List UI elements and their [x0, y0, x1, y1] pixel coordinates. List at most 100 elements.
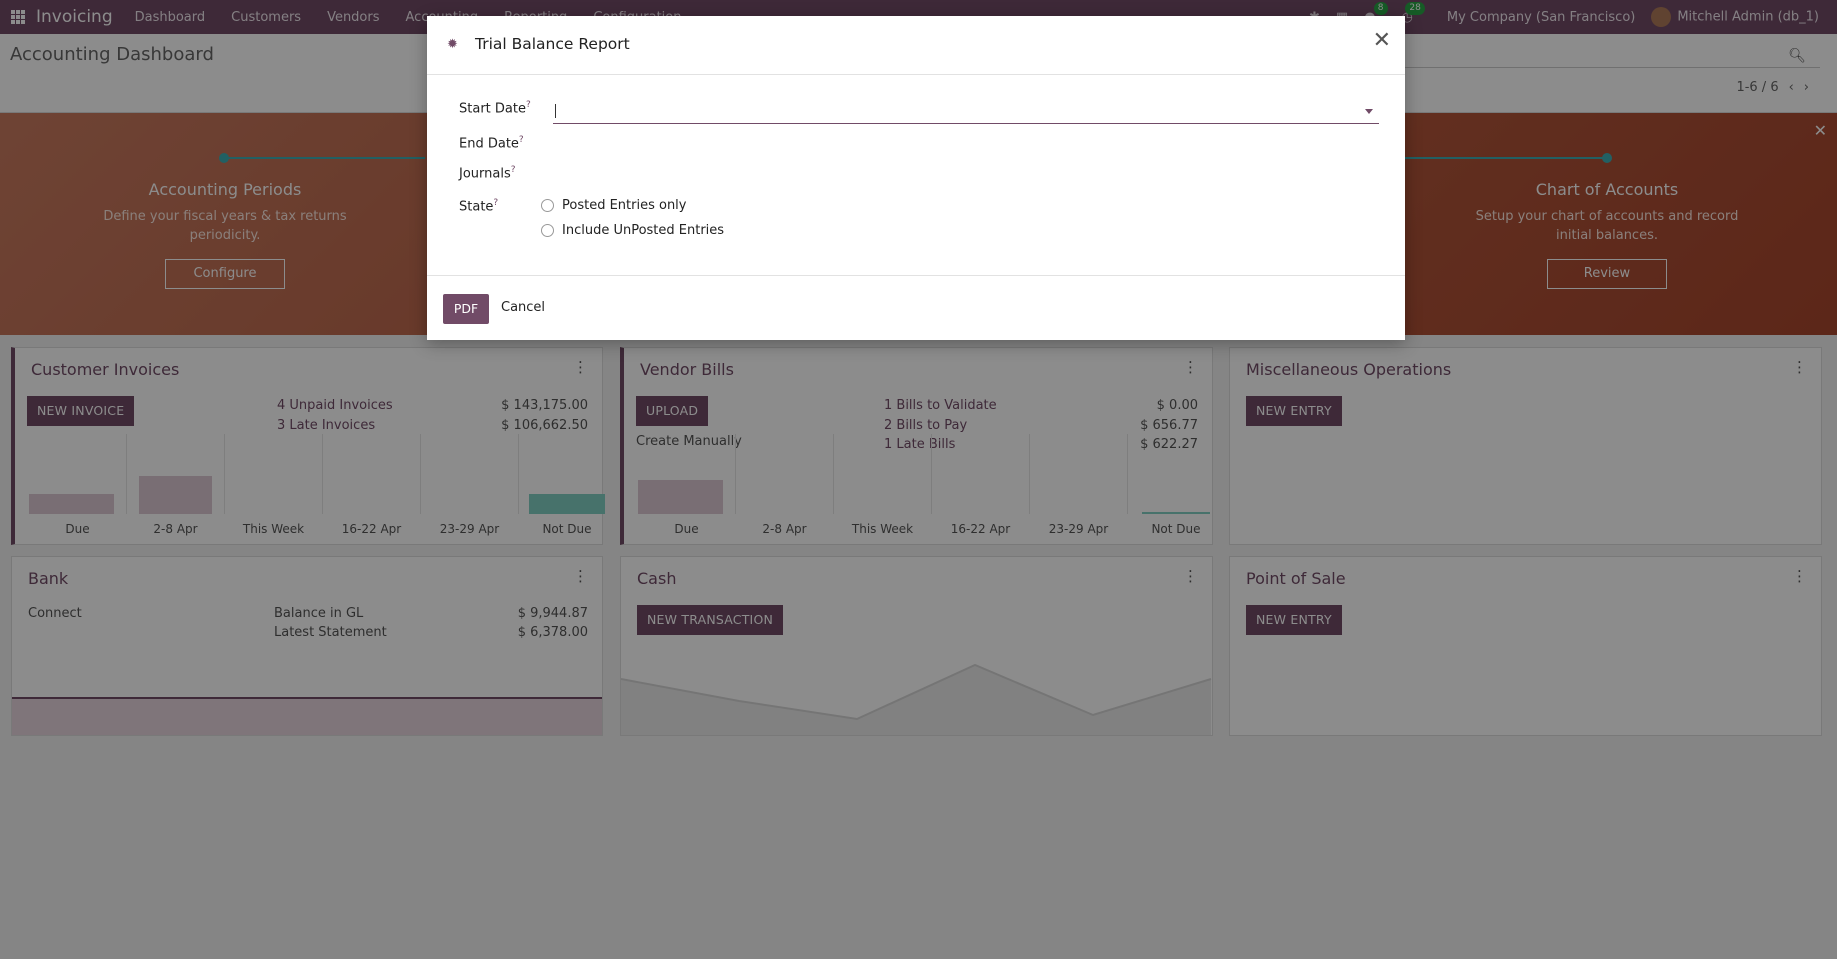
new-entry-button[interactable]: NEW ENTRY	[1246, 605, 1342, 635]
upload-button[interactable]: UPLOAD	[636, 396, 709, 426]
banner-progress-line	[225, 157, 425, 159]
bar-label: This Week	[242, 522, 305, 536]
journals-input[interactable]	[553, 158, 1379, 182]
menu-dashboard[interactable]: Dashboard	[134, 9, 206, 25]
bar-label: 23-29 Apr	[1048, 522, 1109, 536]
bar-2-8-apr[interactable]	[139, 476, 212, 514]
latest-statement-label[interactable]: Latest Statement	[274, 625, 387, 640]
banner-step-description: Setup your chart of accounts and record	[1475, 209, 1739, 224]
new-invoice-button[interactable]: NEW INVOICE	[27, 396, 135, 426]
radio-label[interactable]: Include UnPosted Entries	[562, 223, 725, 238]
new-transaction-button[interactable]: NEW TRANSACTION	[637, 605, 784, 635]
modal-title: Trial Balance Report	[475, 35, 630, 53]
kebab-menu-icon[interactable]: ⋮	[1792, 358, 1807, 376]
start-date-input[interactable]	[553, 100, 1379, 124]
banner-step-title: Chart of Accounts	[1535, 180, 1679, 199]
banner-step-title: Accounting Periods	[148, 180, 302, 199]
unpaid-invoices-link[interactable]: 4 Unpaid Invoices	[277, 398, 393, 413]
kebab-menu-icon[interactable]: ⋮	[1792, 567, 1807, 585]
user-menu[interactable]: Mitchell Admin (db_1)	[1651, 7, 1819, 27]
bar-due[interactable]	[638, 480, 723, 514]
kebab-menu-icon[interactable]: ⋮	[573, 358, 588, 376]
late-invoices-amount: $ 106,662.50	[501, 418, 588, 433]
create-manually-link[interactable]: Create Manually	[636, 434, 742, 449]
bar-not-due[interactable]	[1142, 512, 1210, 514]
page-title: Accounting Dashboard	[10, 44, 214, 65]
pager-next-icon[interactable]: ›	[1803, 80, 1809, 95]
card-title[interactable]: Bank	[28, 569, 69, 588]
unpaid-invoices-amount: $ 143,175.00	[501, 398, 588, 413]
banner-progress-line	[1405, 157, 1610, 159]
late-bills-link[interactable]: 1 Late Bills	[884, 437, 956, 452]
activities-badge: 28	[1405, 1, 1425, 15]
company-switcher[interactable]: My Company (San Francisco)	[1446, 9, 1636, 25]
new-entry-button[interactable]: NEW ENTRY	[1246, 396, 1342, 426]
state-label: State?	[459, 198, 499, 215]
card-title[interactable]: Miscellaneous Operations	[1246, 360, 1452, 379]
help-icon[interactable]: ?	[510, 165, 516, 175]
bills-to-validate-link[interactable]: 1 Bills to Validate	[884, 398, 997, 413]
state-option-posted[interactable]: Posted Entries only	[541, 198, 687, 213]
kebab-menu-icon[interactable]: ⋮	[573, 567, 588, 585]
radio-label[interactable]: Posted Entries only	[562, 198, 687, 213]
customer-invoices-card: Customer Invoices ⋮ NEW INVOICE 4 Unpaid…	[11, 347, 605, 545]
card-title[interactable]: Point of Sale	[1246, 569, 1346, 588]
top-navbar: Invoicing Dashboard Customers Vendors Ac…	[0, 0, 1837, 34]
banner-close-icon[interactable]: ✕	[1813, 121, 1827, 140]
invoices-bar-chart: Due 2-8 Apr This Week 16-22 Apr 23-29 Ap…	[29, 434, 615, 536]
card-title[interactable]: Customer Invoices	[31, 360, 180, 379]
trial-balance-dialog: ✹ Trial Balance Report ✕ Start Date? End…	[427, 16, 1405, 340]
activity-clock-icon[interactable]: ◷ 28	[1402, 1, 1425, 25]
latest-statement-amount: $ 6,378.00	[517, 625, 588, 640]
bar-due[interactable]	[29, 494, 114, 514]
state-option-unposted[interactable]: Include UnPosted Entries	[541, 223, 724, 238]
pdf-button[interactable]: PDF	[443, 294, 489, 324]
end-date-input[interactable]	[553, 128, 1379, 152]
bills-to-pay-link[interactable]: 2 Bills to Pay	[884, 418, 968, 433]
card-title[interactable]: Vendor Bills	[640, 360, 734, 379]
bar-label: Due	[674, 522, 699, 536]
pager-prev-icon[interactable]: ‹	[1788, 80, 1794, 95]
close-icon[interactable]: ✕	[1372, 28, 1391, 53]
bar-not-due[interactable]	[529, 494, 605, 514]
pager-value[interactable]: 1-6 / 6	[1736, 80, 1779, 95]
radio-button[interactable]	[541, 199, 554, 212]
search-icon[interactable]: 🔍︎	[1788, 48, 1806, 64]
configure-button[interactable]: Configure	[165, 259, 285, 289]
app-name[interactable]: Invoicing	[36, 7, 113, 27]
point-of-sale-card: Point of Sale ⋮ NEW ENTRY	[1229, 556, 1822, 736]
pager: 1-6 / 6 ‹ ›	[1736, 80, 1809, 95]
bills-to-pay-amount: $ 656.77	[1140, 418, 1198, 433]
radio-button[interactable]	[541, 224, 554, 237]
bar-label: Not Due	[542, 522, 592, 536]
search-input[interactable]: 🔍︎	[1380, 40, 1820, 68]
balance-gl-label[interactable]: Balance in GL	[274, 606, 364, 621]
kebab-menu-icon[interactable]: ⋮	[1183, 567, 1198, 585]
bills-bar-chart: Due 2-8 Apr This Week 16-22 Apr 23-29 Ap…	[638, 434, 1224, 536]
bar-label: Not Due	[1151, 522, 1201, 536]
balance-gl-amount: $ 9,944.87	[517, 606, 588, 621]
bar-label: Due	[65, 522, 90, 536]
avatar	[1651, 7, 1672, 27]
help-icon[interactable]: ?	[518, 135, 524, 145]
banner-step-chart-of-accounts: Chart of Accounts Setup your chart of ac…	[1457, 180, 1757, 289]
start-date-label: Start Date?	[459, 100, 531, 117]
menu-customers[interactable]: Customers	[231, 9, 302, 25]
menu-vendors[interactable]: Vendors	[327, 9, 380, 25]
kebab-menu-icon[interactable]: ⋮	[1183, 358, 1198, 376]
bar-label: 16-22 Apr	[950, 522, 1011, 536]
cancel-button[interactable]: Cancel	[501, 300, 546, 315]
bank-card: Bank ⋮ Connect Balance in GL $ 9,944.87 …	[11, 556, 603, 736]
modal-header: ✹ Trial Balance Report ✕	[427, 16, 1405, 75]
apps-menu-icon[interactable]	[0, 0, 36, 34]
bug-icon: ✹	[447, 37, 458, 52]
help-icon[interactable]: ?	[525, 100, 531, 110]
cash-card: Cash ⋮ NEW TRANSACTION	[620, 556, 1213, 736]
late-invoices-link[interactable]: 3 Late Invoices	[277, 418, 376, 433]
connect-link[interactable]: Connect	[28, 606, 82, 621]
review-button[interactable]: Review	[1547, 259, 1667, 289]
card-title[interactable]: Cash	[637, 569, 677, 588]
chevron-down-icon[interactable]	[1365, 109, 1373, 114]
cash-line-graph	[621, 663, 1212, 735]
help-icon[interactable]: ?	[493, 198, 499, 208]
